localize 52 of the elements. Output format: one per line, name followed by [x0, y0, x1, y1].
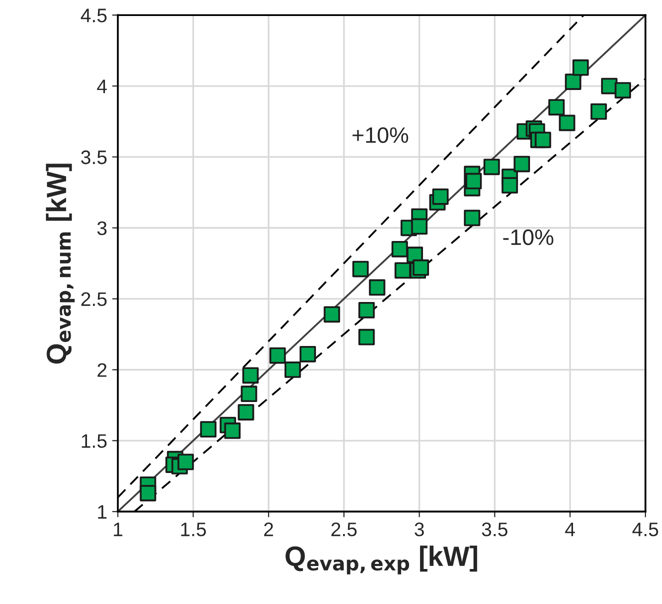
point: [200, 421, 216, 438]
x-axis-title: Q$_{evap,exp}$ [kW]: [286, 546, 478, 574]
y-tick-label: 4: [97, 80, 107, 94]
point: [269, 347, 286, 364]
point: [502, 177, 518, 194]
y-axis-title: Q$_{evap,num}$ [kW]: [46, 164, 75, 364]
point: [358, 302, 375, 318]
point: [558, 114, 576, 132]
y-tick-label: 1.5: [82, 434, 107, 448]
x-tick-label: 1: [114, 522, 122, 536]
point: [590, 103, 607, 120]
point: [534, 132, 552, 148]
y-tick-label: 4.5: [80, 8, 107, 22]
annotation: -10%: [503, 229, 554, 246]
x-tick-label: 4: [565, 522, 575, 536]
x-tick-label: 1.5: [181, 522, 206, 536]
point: [358, 328, 375, 346]
point: [394, 262, 411, 279]
point: [548, 99, 565, 116]
point: [240, 386, 258, 402]
point: [224, 422, 241, 439]
point: [484, 158, 500, 176]
y-tick-label: 3: [97, 221, 107, 236]
point: [564, 74, 582, 90]
point: [352, 260, 369, 278]
point: [242, 367, 259, 384]
y-tick-label: 2: [98, 363, 106, 377]
x-tick-label: 3: [414, 522, 424, 536]
point: [238, 404, 254, 420]
point: [614, 82, 632, 98]
x-tick-label: 3.5: [482, 522, 508, 536]
x-tick-label: 2: [264, 522, 274, 536]
point: [140, 484, 156, 502]
x-tick-label: 2.5: [331, 522, 357, 536]
point: [412, 259, 430, 276]
y-tick-label: 1: [98, 505, 106, 519]
point: [324, 306, 340, 323]
point: [572, 59, 589, 76]
point: [432, 188, 449, 205]
point: [177, 454, 194, 470]
x-tick-label: 4.5: [632, 522, 658, 536]
point: [514, 156, 530, 172]
point: [464, 210, 480, 226]
annotation: +10%: [352, 127, 408, 143]
point: [392, 240, 408, 258]
point: [300, 346, 316, 362]
point: [411, 218, 428, 235]
y-tick-label: 2.5: [81, 292, 107, 306]
point: [465, 172, 482, 190]
y-tick-label: 3.5: [81, 150, 107, 164]
point: [368, 279, 386, 296]
point: [284, 362, 301, 378]
